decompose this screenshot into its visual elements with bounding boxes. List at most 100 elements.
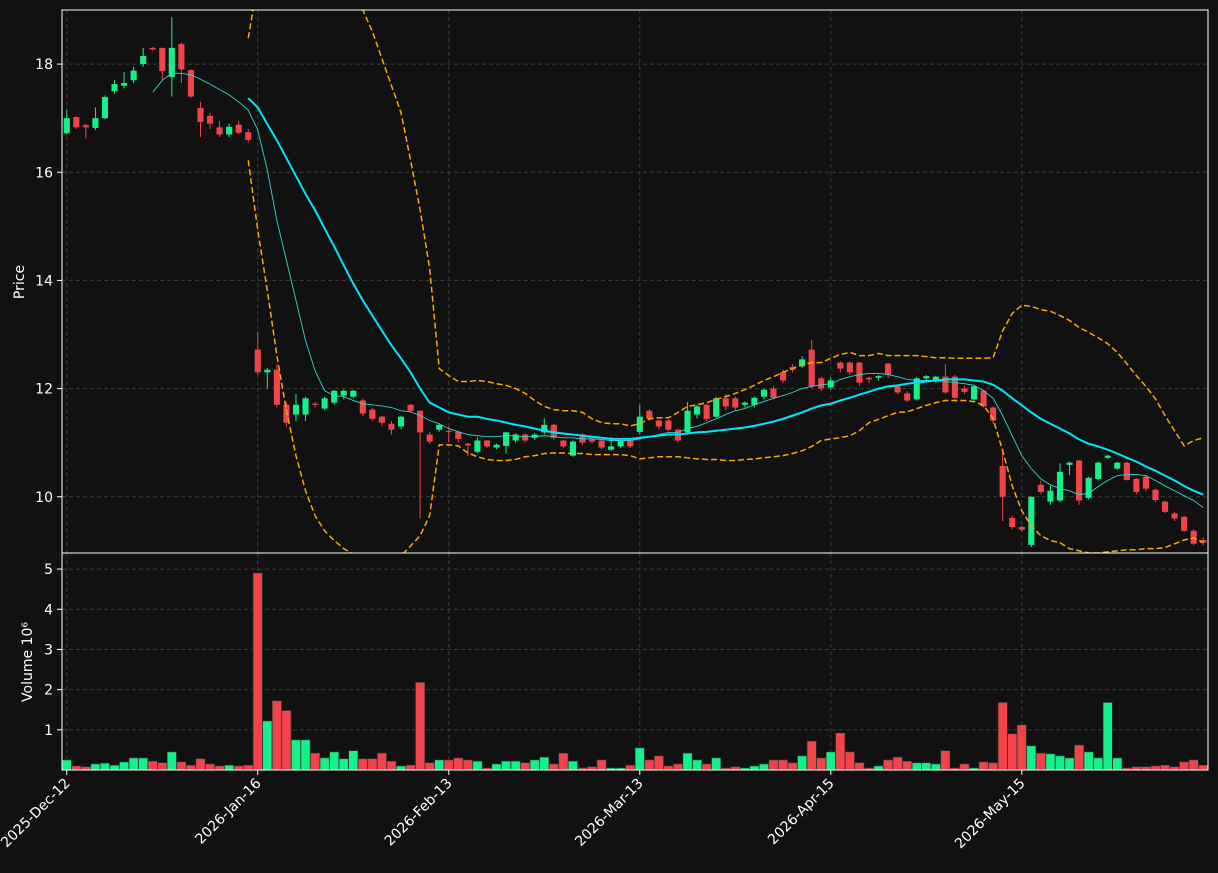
- candle-body: [846, 362, 853, 373]
- candle-body: [63, 118, 70, 134]
- volume-tick-label: 5: [44, 562, 53, 578]
- volume-bar: [930, 763, 941, 770]
- volume-bar: [596, 759, 607, 770]
- candle-body: [121, 83, 128, 86]
- candle-body: [951, 376, 958, 398]
- volume-bar: [396, 765, 406, 770]
- overlay-line: [247, 160, 1204, 553]
- candle-body: [741, 402, 748, 405]
- candle-body: [216, 127, 223, 135]
- candle-body: [598, 440, 605, 448]
- volume-bar: [797, 755, 808, 770]
- candle-body: [560, 440, 567, 447]
- candle-body: [541, 424, 548, 433]
- candle-body: [149, 47, 156, 50]
- candle-body: [445, 430, 452, 432]
- candle-body: [1047, 490, 1054, 502]
- volume-bar: [825, 751, 836, 770]
- candle-body: [942, 376, 949, 393]
- volume-bar: [1083, 751, 1094, 770]
- candle-body: [1076, 460, 1083, 501]
- candle-body: [1095, 462, 1102, 479]
- volume-bar: [119, 761, 129, 770]
- volume-bar: [415, 682, 426, 770]
- candle-body: [321, 398, 328, 409]
- volume-bar: [100, 762, 110, 770]
- volume-bar: [367, 758, 378, 770]
- volume-bar: [1093, 757, 1104, 770]
- volume-bar: [529, 759, 540, 770]
- candle-body: [980, 390, 987, 407]
- volume-tick-label: 2: [44, 683, 53, 699]
- volume-bar: [558, 752, 569, 770]
- volume-bar: [233, 765, 244, 770]
- volume-bar: [997, 702, 1008, 770]
- volume-bar: [568, 760, 578, 770]
- volume-bar: [911, 762, 922, 770]
- volume-bar: [892, 756, 903, 770]
- price-panel: [63, 10, 1207, 553]
- candle-body: [73, 117, 80, 128]
- volume-bar: [434, 759, 445, 770]
- volume-bar: [62, 759, 72, 770]
- candle-body: [483, 440, 491, 447]
- candle-body: [178, 44, 185, 70]
- y-tick-label: 10: [35, 490, 53, 506]
- volume-bar: [71, 765, 82, 770]
- volume-bar: [491, 763, 502, 770]
- candle-body: [388, 423, 395, 430]
- volume-bar: [711, 757, 722, 770]
- volume-bar: [835, 732, 846, 770]
- candle-body: [627, 440, 634, 447]
- candle-body: [799, 359, 806, 367]
- y-axis-label: Price: [12, 265, 28, 299]
- volume-bar: [357, 758, 368, 770]
- candle-body: [273, 369, 280, 405]
- candle-body: [751, 397, 758, 405]
- candle-body: [961, 388, 968, 392]
- candle-body: [101, 97, 109, 119]
- volume-bar: [472, 760, 483, 770]
- volume-bar: [854, 762, 865, 770]
- candle-body: [197, 107, 204, 122]
- candle-body: [369, 409, 376, 419]
- candle-body: [1123, 462, 1130, 480]
- candle-body: [990, 407, 997, 421]
- candle-body: [1161, 501, 1169, 512]
- y-tick-label: 18: [35, 57, 53, 73]
- volume-bar: [1035, 752, 1046, 770]
- volume-bar: [329, 751, 340, 770]
- candle-body: [1037, 484, 1044, 492]
- candle-body: [140, 55, 147, 65]
- candle-body: [359, 400, 366, 414]
- volume-bar: [548, 763, 559, 770]
- candle-body: [722, 398, 729, 407]
- volume-bar: [768, 759, 779, 770]
- candle-body: [82, 125, 89, 128]
- volume-bar: [271, 700, 282, 770]
- candle-body: [770, 388, 777, 398]
- candle-body: [875, 376, 882, 378]
- candle-body: [608, 446, 615, 450]
- candle-body: [245, 132, 252, 140]
- volume-bar: [1007, 733, 1018, 770]
- candle-body: [1066, 462, 1073, 465]
- candle-body: [206, 116, 214, 124]
- candle-body: [1018, 527, 1025, 530]
- volume-bar: [501, 760, 511, 770]
- volume-bar: [1026, 745, 1037, 770]
- candle-body: [818, 378, 825, 389]
- candle-body: [503, 432, 510, 446]
- volume-bar: [338, 758, 349, 770]
- volume-bar: [424, 762, 435, 770]
- candle-body: [1133, 478, 1140, 492]
- candle-body: [331, 390, 338, 403]
- volume-tick-label: 3: [44, 642, 53, 658]
- candle-body: [569, 441, 576, 456]
- candle-body: [417, 410, 424, 433]
- candle-body: [808, 349, 815, 387]
- volume-bar: [224, 764, 235, 770]
- volume-axis-label: Volume 10⁶: [20, 622, 36, 702]
